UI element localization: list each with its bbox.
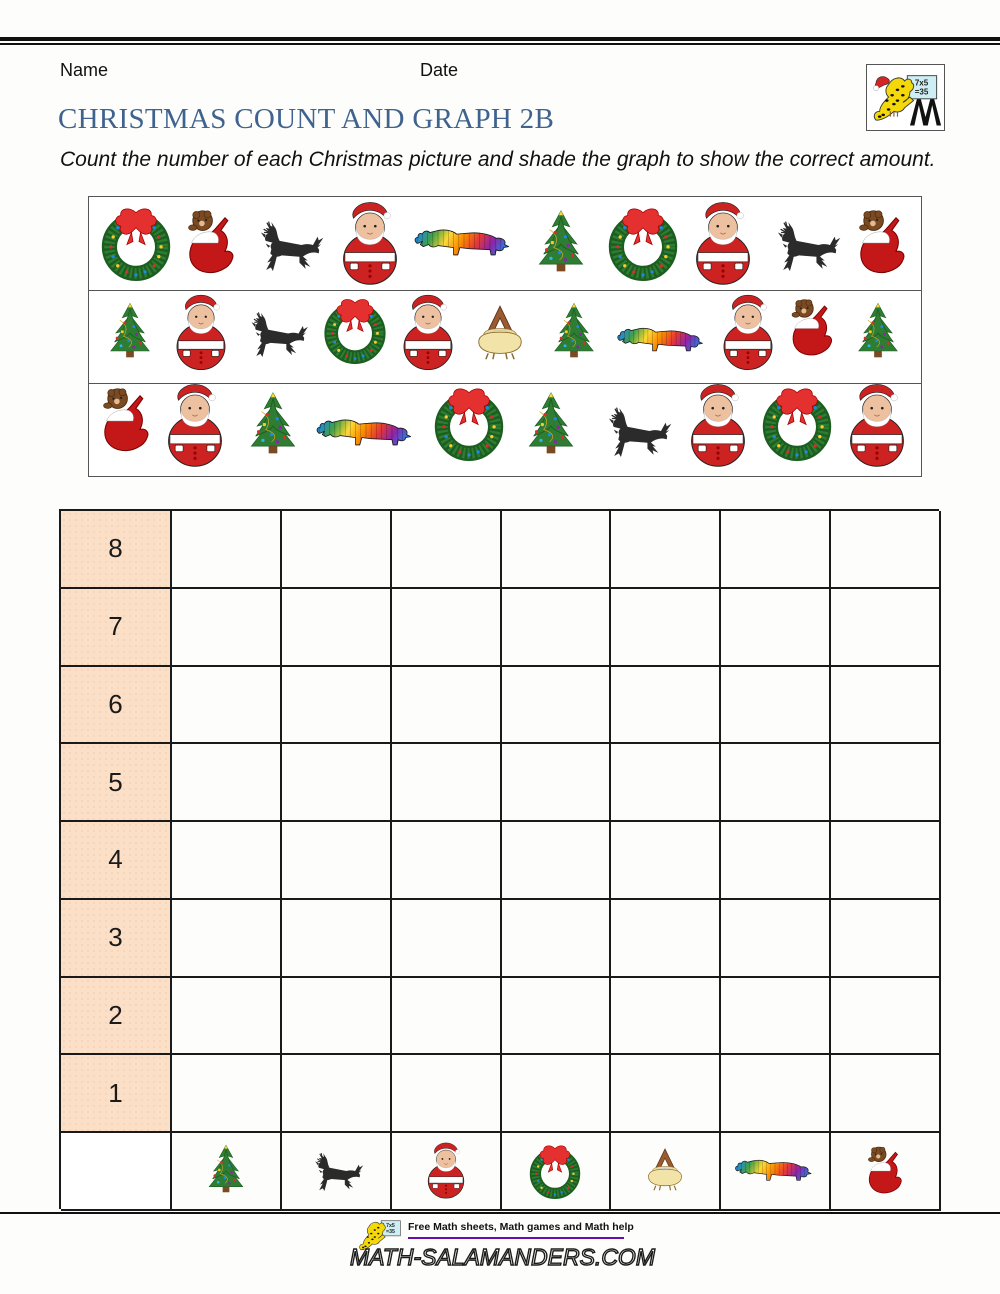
svg-text:7x5: 7x5 (915, 78, 929, 87)
svg-text:7x5: 7x5 (386, 1223, 395, 1229)
svg-text:=35: =35 (386, 1229, 395, 1235)
svg-text:=35: =35 (915, 87, 929, 96)
